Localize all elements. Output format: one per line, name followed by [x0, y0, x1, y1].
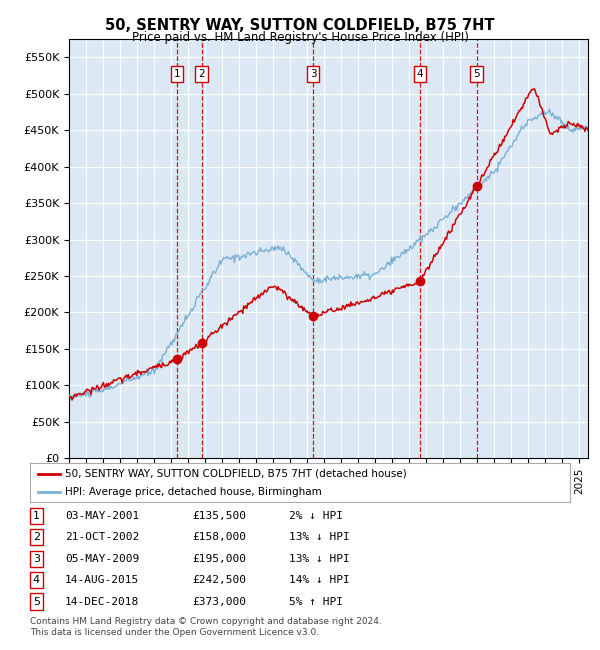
- Text: 14-AUG-2015: 14-AUG-2015: [65, 575, 139, 585]
- Text: 1: 1: [173, 69, 180, 79]
- Text: 4: 4: [416, 69, 423, 79]
- Text: 03-MAY-2001: 03-MAY-2001: [65, 511, 139, 521]
- Text: 13% ↓ HPI: 13% ↓ HPI: [289, 532, 350, 542]
- Text: 05-MAY-2009: 05-MAY-2009: [65, 554, 139, 564]
- Text: 13% ↓ HPI: 13% ↓ HPI: [289, 554, 350, 564]
- Text: £158,000: £158,000: [192, 532, 246, 542]
- Text: 14% ↓ HPI: 14% ↓ HPI: [289, 575, 350, 585]
- Text: £373,000: £373,000: [192, 597, 246, 606]
- Text: 2: 2: [33, 532, 40, 542]
- Text: Price paid vs. HM Land Registry's House Price Index (HPI): Price paid vs. HM Land Registry's House …: [131, 31, 469, 44]
- Text: 50, SENTRY WAY, SUTTON COLDFIELD, B75 7HT: 50, SENTRY WAY, SUTTON COLDFIELD, B75 7H…: [105, 18, 495, 33]
- Text: 5% ↑ HPI: 5% ↑ HPI: [289, 597, 343, 606]
- Text: 50, SENTRY WAY, SUTTON COLDFIELD, B75 7HT (detached house): 50, SENTRY WAY, SUTTON COLDFIELD, B75 7H…: [65, 469, 407, 478]
- Text: 5: 5: [473, 69, 480, 79]
- Text: 14-DEC-2018: 14-DEC-2018: [65, 597, 139, 606]
- Text: 3: 3: [33, 554, 40, 564]
- Text: 4: 4: [33, 575, 40, 585]
- Text: £242,500: £242,500: [192, 575, 246, 585]
- Text: 2% ↓ HPI: 2% ↓ HPI: [289, 511, 343, 521]
- Text: Contains HM Land Registry data © Crown copyright and database right 2024.
This d: Contains HM Land Registry data © Crown c…: [30, 618, 382, 637]
- Text: £195,000: £195,000: [192, 554, 246, 564]
- Text: 3: 3: [310, 69, 316, 79]
- Text: 5: 5: [33, 597, 40, 606]
- Text: 1: 1: [33, 511, 40, 521]
- Text: 2: 2: [199, 69, 205, 79]
- Text: £135,500: £135,500: [192, 511, 246, 521]
- Text: HPI: Average price, detached house, Birmingham: HPI: Average price, detached house, Birm…: [65, 487, 322, 497]
- Text: 21-OCT-2002: 21-OCT-2002: [65, 532, 139, 542]
